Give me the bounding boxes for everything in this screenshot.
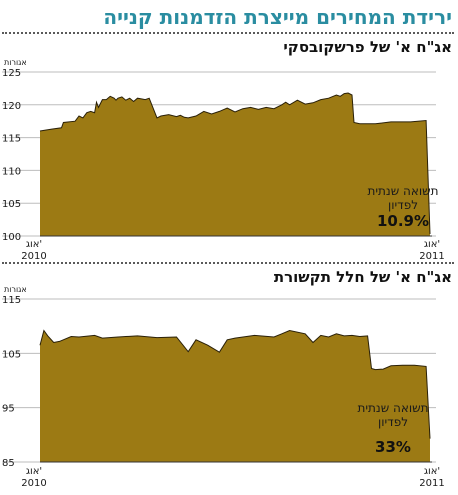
y-tick-label: 115 — [2, 295, 21, 306]
annotation-line: לפדיון — [378, 415, 408, 429]
y-tick-label: 115 — [2, 134, 21, 145]
price-line — [39, 92, 431, 235]
x-tick-label-year: 2010 — [21, 478, 46, 489]
divider — [2, 32, 454, 34]
divider — [2, 262, 454, 264]
y-tick-label: 110 — [2, 166, 21, 177]
price-area — [40, 93, 430, 236]
x-tick-label-year: 2011 — [419, 251, 444, 262]
y-tick-label: 125 — [2, 68, 21, 79]
annotation-value: 10.9% — [377, 212, 429, 230]
headline: ירידת המחירים מייצרת הזדמנות קנייה — [103, 5, 452, 29]
y-tick-label: 105 — [2, 349, 21, 360]
annotation-value: 33% — [375, 438, 411, 456]
chart-1-title: אג"ח א' של פרשקובסקי — [283, 38, 452, 56]
annotation-line: לפדיון — [388, 198, 418, 212]
y-tick-label: 120 — [2, 101, 21, 112]
y-tick-label: 95 — [2, 404, 15, 415]
chart-2-title: אג"ח א' של חלל תקשורת — [273, 268, 452, 286]
x-tick-label-month: אוג' — [26, 239, 42, 250]
annotation-line: תשואה שנתית — [367, 184, 438, 198]
annotation-line: תשואה שנתית — [357, 401, 428, 415]
x-tick-label-month: אוג' — [424, 466, 440, 477]
y-unit-label: אגורות — [4, 285, 27, 294]
price-line — [39, 329, 431, 439]
y-tick-label: 85 — [2, 458, 15, 469]
x-tick-label-year: 2010 — [21, 251, 46, 262]
x-tick-label-month: אוג' — [26, 466, 42, 477]
price-area — [40, 330, 430, 462]
x-tick-label-year: 2011 — [419, 478, 444, 489]
y-unit-label: אגורות — [4, 58, 27, 67]
y-tick-label: 100 — [2, 232, 21, 243]
y-tick-label: 105 — [2, 199, 21, 210]
x-tick-label-month: אוג' — [424, 239, 440, 250]
